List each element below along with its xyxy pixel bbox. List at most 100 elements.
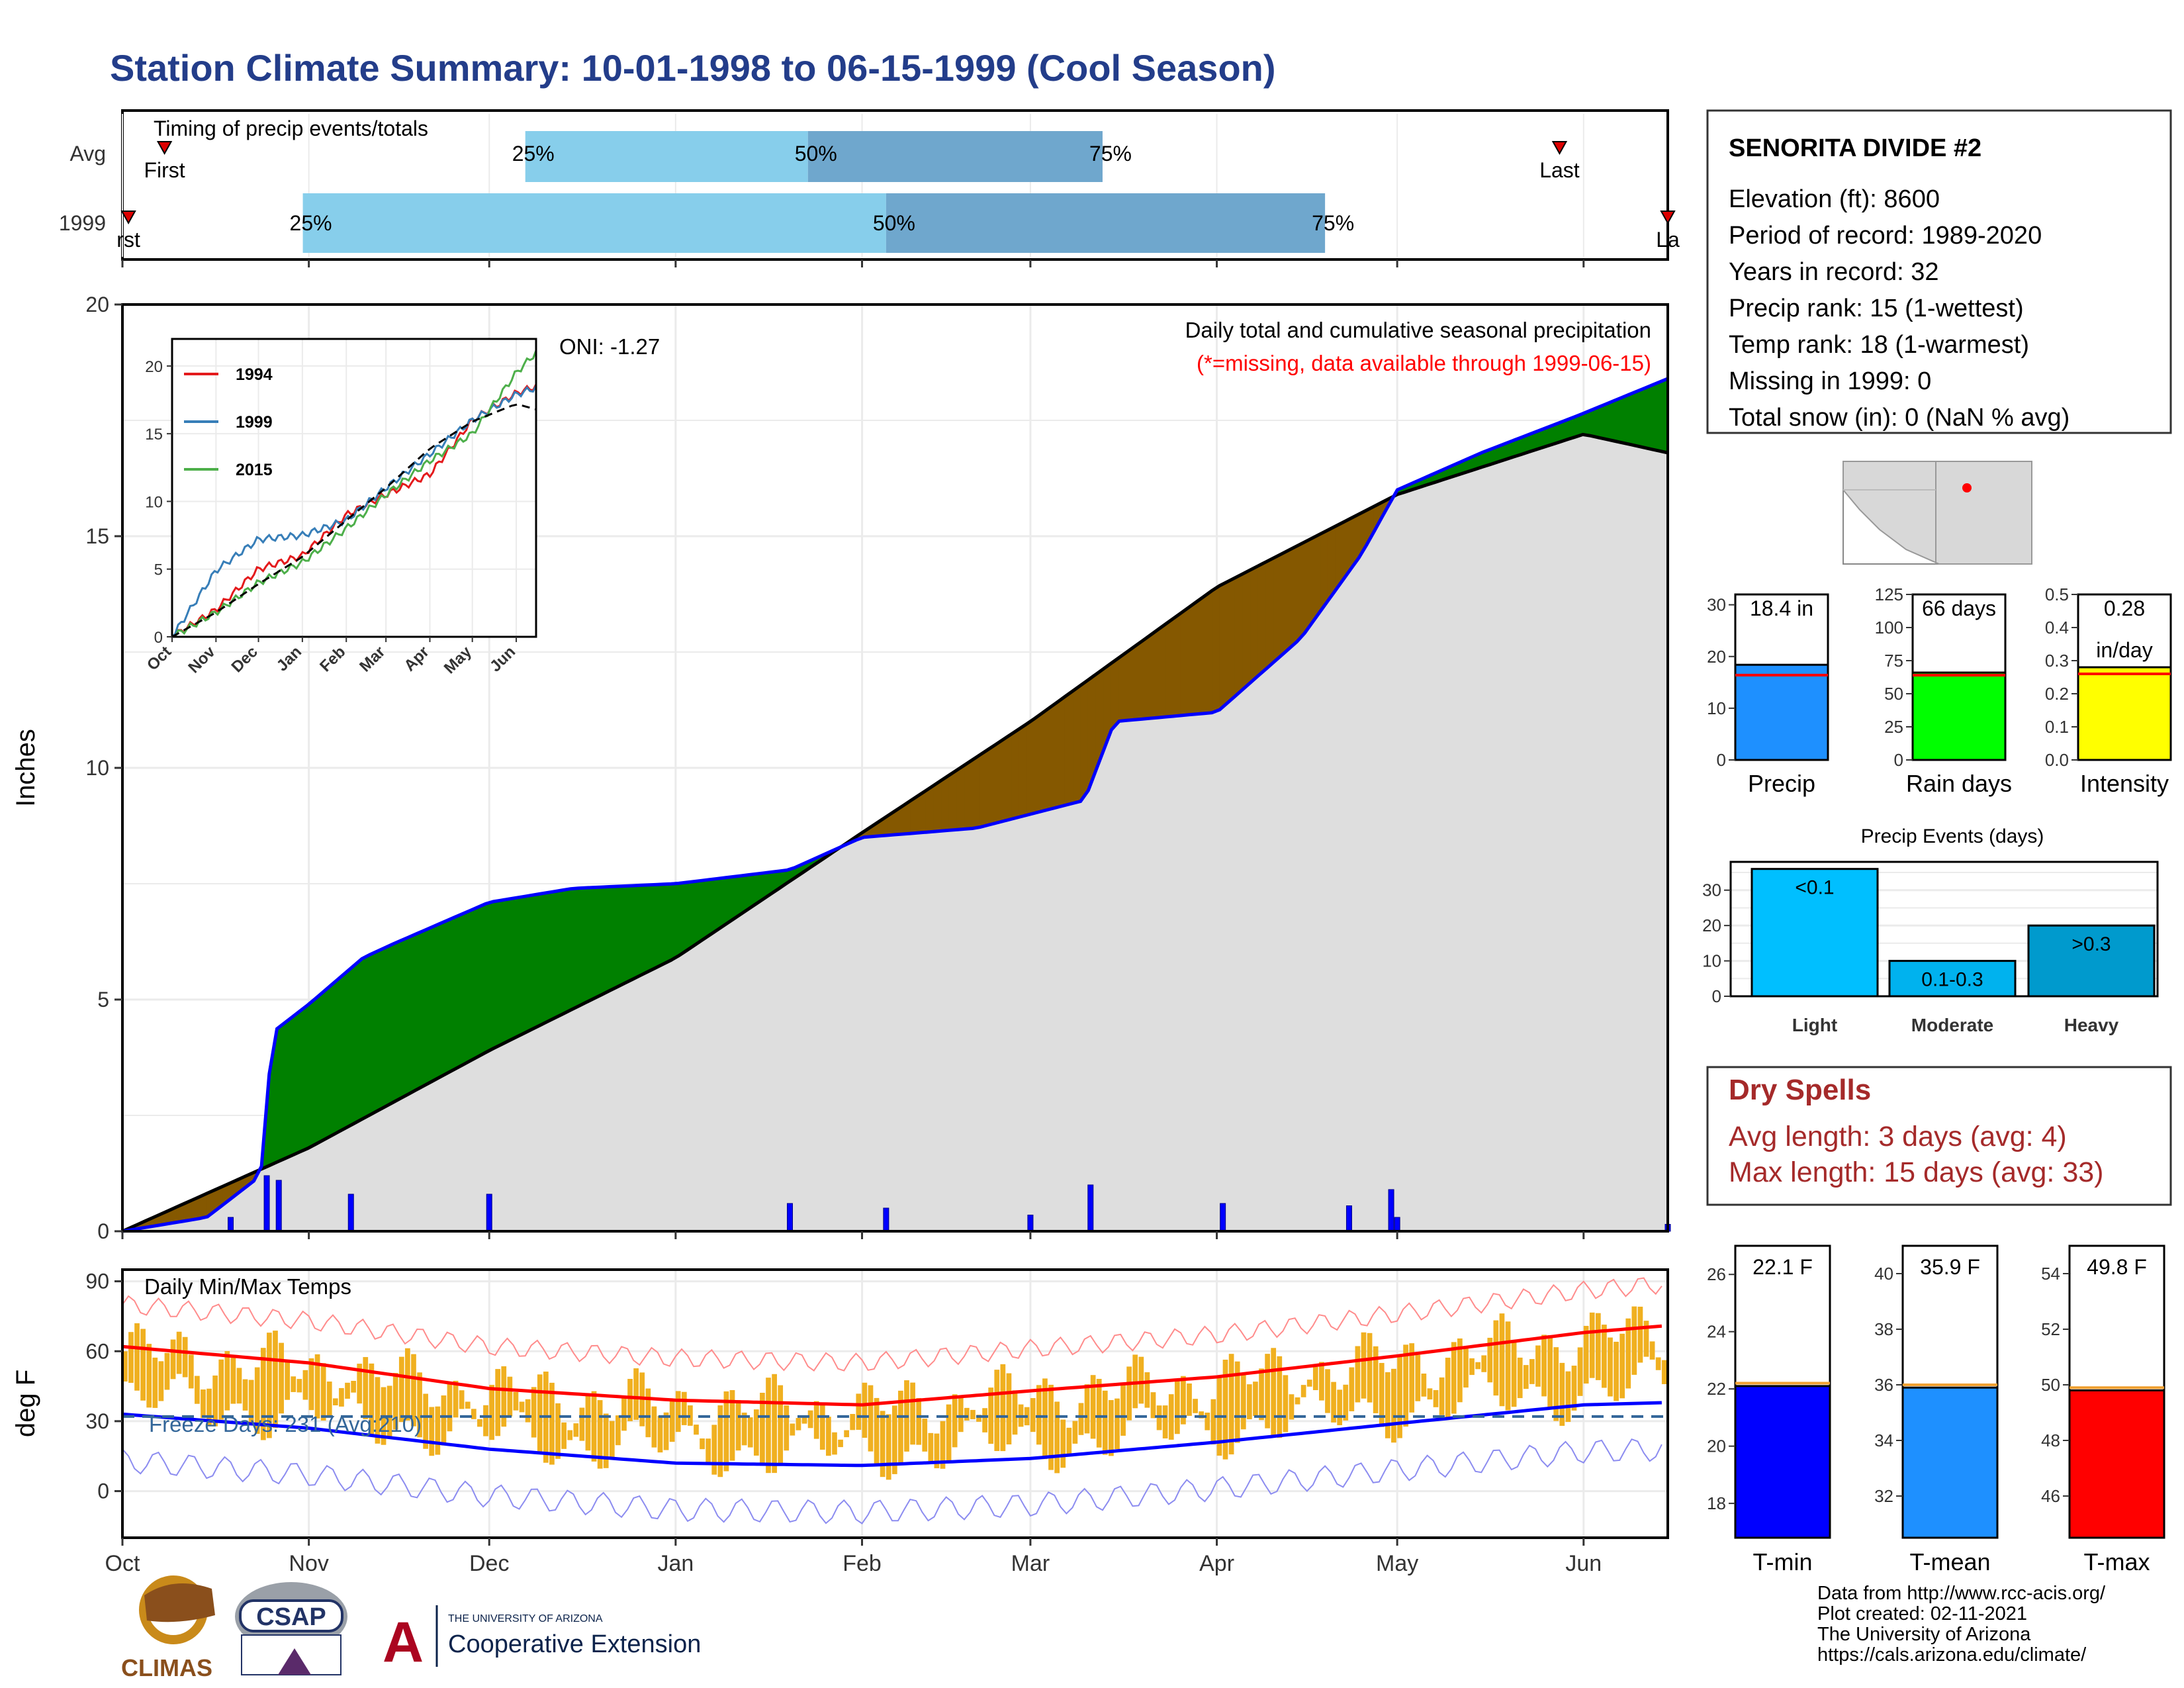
daily-temperature-bar bbox=[663, 1412, 669, 1450]
temp-summary-tick-label: 52 bbox=[2041, 1319, 2060, 1339]
daily-precip-bar bbox=[275, 1180, 282, 1232]
above-average-area bbox=[539, 892, 548, 1026]
daily-temperature-bar bbox=[1253, 1382, 1258, 1417]
below-average-area bbox=[1211, 585, 1220, 714]
daily-temperature-bar bbox=[1054, 1401, 1060, 1474]
daily-temperature-bar bbox=[489, 1385, 494, 1440]
below-average-area bbox=[979, 749, 989, 828]
last-event-marker-icon bbox=[1660, 211, 1676, 225]
temperature-y-axis-label: deg F bbox=[11, 1370, 40, 1437]
daily-temperature-bar bbox=[741, 1412, 747, 1446]
daily-temperature-bar bbox=[1409, 1343, 1415, 1413]
daily-temperature-bar bbox=[507, 1376, 513, 1417]
ua-logo-top-text: THE UNIVERSITY OF ARIZONA bbox=[448, 1613, 603, 1624]
daily-temperature-bar bbox=[603, 1413, 609, 1468]
daily-temperature-bar bbox=[934, 1433, 940, 1469]
daily-temperature-bar bbox=[1373, 1346, 1379, 1413]
daily-temperature-bar bbox=[1012, 1390, 1018, 1435]
below-average-area bbox=[1273, 553, 1282, 663]
csap-mountain-icon bbox=[278, 1648, 311, 1675]
above-average-area bbox=[531, 893, 540, 1030]
inset-y-tick-label: 15 bbox=[145, 426, 163, 444]
temperature-panel: 0 30 60 90 Daily Min/Max Temps Freeze Days:… bbox=[11, 1268, 1669, 1576]
precip-y-tick-label: 5 bbox=[97, 988, 109, 1011]
summary-bar-tick-label: 25 bbox=[1884, 717, 1903, 737]
daily-temperature-bar bbox=[723, 1391, 729, 1472]
temp-summary-tick-label: 18 bbox=[1707, 1493, 1726, 1513]
daily-temperature-bar bbox=[916, 1397, 922, 1445]
daily-temperature-bar bbox=[615, 1415, 621, 1446]
daily-temperature-bar bbox=[591, 1391, 597, 1462]
month-tick-label: May bbox=[1376, 1551, 1418, 1576]
temp-summary-tick-label: 54 bbox=[2041, 1264, 2060, 1284]
below-average-area bbox=[1165, 618, 1174, 718]
daily-temperature-bar bbox=[982, 1408, 987, 1432]
dry-spells-frame bbox=[1706, 1066, 2172, 1206]
daily-temperature-bar bbox=[766, 1378, 771, 1474]
daily-temperature-bar bbox=[423, 1393, 429, 1449]
daily-temperature-bar bbox=[705, 1438, 711, 1464]
daily-temperature-bar bbox=[188, 1354, 194, 1389]
daily-temperature-bar bbox=[874, 1397, 880, 1467]
daily-temperature-bar bbox=[513, 1391, 519, 1411]
csap-logo: CSAP bbox=[235, 1582, 347, 1675]
daily-temperature-bar bbox=[501, 1366, 507, 1427]
summary-bar-charts: 0 10 20 30 18.4 in Precip 0 25 50 75 100 125 66 days… bbox=[1707, 585, 2172, 797]
daily-temperature-bar bbox=[928, 1432, 934, 1462]
daily-precip-bar bbox=[228, 1217, 234, 1232]
summary-bar-value-label: 0.28 bbox=[2104, 596, 2145, 620]
daily-temperature-bar bbox=[1403, 1344, 1408, 1427]
average-max-line bbox=[122, 1324, 1662, 1407]
below-average-area bbox=[1320, 530, 1328, 613]
daily-temperature-bar bbox=[1631, 1306, 1637, 1375]
temp-summary-tick-label: 40 bbox=[1874, 1264, 1893, 1284]
daily-temperature-bar bbox=[375, 1377, 381, 1444]
inset-legend-label: 1999 bbox=[236, 413, 273, 432]
daily-temperature-bar bbox=[1493, 1320, 1499, 1396]
summary-bar-tick-label: 50 bbox=[1884, 684, 1903, 704]
daily-precip-bar bbox=[1394, 1217, 1400, 1232]
inset-y-tick-label: 5 bbox=[154, 561, 163, 579]
above-average-area bbox=[562, 888, 571, 1015]
footer-line: Data from http://www.rcc-acis.org/ bbox=[1817, 1583, 2106, 1604]
daily-temperature-bar bbox=[573, 1423, 579, 1437]
temp-summary-tick-label: 50 bbox=[2041, 1375, 2060, 1395]
above-average-area bbox=[485, 901, 494, 1053]
daily-temperature-bar bbox=[844, 1430, 849, 1438]
above-average-area bbox=[702, 879, 710, 941]
temperature-panel-frame bbox=[121, 1268, 1669, 1539]
above-average-area bbox=[392, 940, 401, 1103]
timing-bar-50-75 bbox=[886, 193, 1326, 253]
station-detail-line: Temp rank: 18 (1-warmest) bbox=[1729, 331, 2029, 359]
summary-bar-tick-label: 30 bbox=[1707, 595, 1726, 615]
daily-temperature-bar bbox=[279, 1342, 284, 1414]
footer-line: https://cals.arizona.edu/climate/ bbox=[1817, 1644, 2087, 1665]
below-average-area bbox=[987, 743, 996, 826]
timing-panel: Timing of precip events/totals Avg 1999 … bbox=[59, 109, 1680, 267]
daily-temperature-bar bbox=[308, 1358, 314, 1411]
station-detail-line: Years in record: 32 bbox=[1729, 258, 1939, 286]
below-average-area bbox=[1018, 724, 1027, 818]
precip-events-bars: <0.1 Light 0.1-0.3 Moderate >0.3 Heavy 0 10 20 30 bbox=[1702, 861, 2159, 1035]
daily-precip-bar bbox=[263, 1175, 270, 1232]
above-average-area bbox=[292, 1010, 301, 1156]
daily-temperature-bar bbox=[1602, 1325, 1607, 1388]
below-average-area bbox=[1118, 651, 1128, 722]
daily-temperature-bar bbox=[1181, 1376, 1186, 1425]
below-average-area bbox=[1111, 657, 1120, 731]
temperature-y-tick-label: 0 bbox=[97, 1479, 109, 1503]
inset-series-line bbox=[172, 350, 537, 638]
daily-temperature-bar bbox=[964, 1407, 970, 1421]
last-event-marker-icon bbox=[1551, 141, 1568, 156]
daily-temperature-bar bbox=[1030, 1398, 1036, 1432]
station-details: Elevation (ft): 8600 Period of record: 19… bbox=[1729, 185, 2070, 432]
daily-temperature-bar bbox=[1385, 1372, 1390, 1438]
above-average-area bbox=[361, 954, 371, 1120]
daily-temperature-bar bbox=[1637, 1306, 1643, 1363]
station-info-box: SENORITA DIVIDE #2 Elevation (ft): 8600 P… bbox=[1706, 109, 2172, 434]
daily-temperature-bar bbox=[1439, 1377, 1445, 1415]
above-average-area bbox=[570, 888, 579, 1011]
daily-temperature-bar bbox=[1102, 1390, 1108, 1455]
below-average-area bbox=[1142, 634, 1151, 720]
daily-temperature-bar bbox=[140, 1329, 146, 1401]
